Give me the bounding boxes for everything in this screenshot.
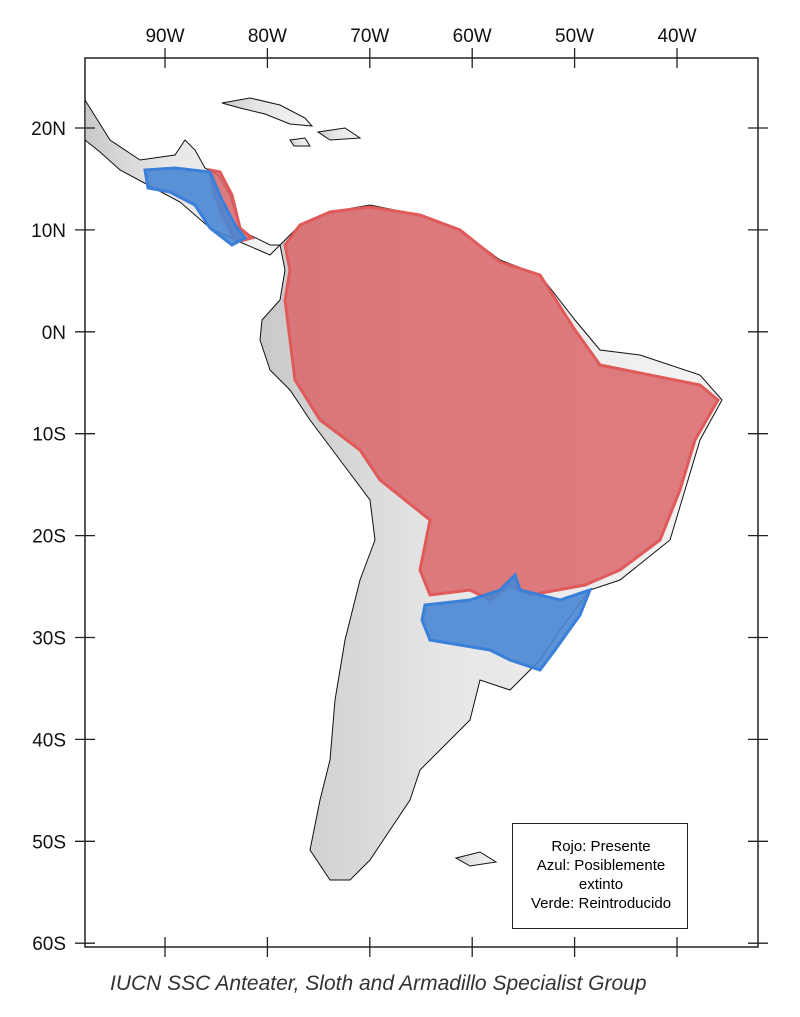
lon-label: 70W	[350, 26, 389, 47]
lat-label: 20N	[31, 119, 66, 140]
lon-label: 90W	[145, 26, 184, 47]
graticule-ticks	[75, 48, 768, 957]
lat-label: 0N	[42, 323, 66, 344]
lat-label: 50S	[32, 832, 66, 853]
legend: Rojo: Presente Azul: Posiblemente extinto…	[512, 823, 688, 929]
lat-label: 30S	[32, 629, 66, 650]
lat-label: 10N	[31, 221, 66, 242]
lat-label: 60S	[32, 934, 66, 955]
credit: IUCN SSC Anteater, Sloth and Armadillo S…	[110, 972, 647, 995]
lon-label: 40W	[657, 26, 696, 47]
legend-item: Rojo: Presente	[551, 838, 651, 855]
lat-label: 20S	[32, 527, 66, 548]
lat-label: 10S	[32, 425, 66, 446]
lon-label: 50W	[555, 26, 594, 47]
legend-item: Azul: Posiblemente extinto	[536, 857, 666, 893]
lon-label: 80W	[248, 26, 287, 47]
legend-item: Verde: Reintroducido	[530, 895, 672, 912]
lat-label: 40S	[32, 730, 66, 751]
lon-label: 60W	[453, 26, 492, 47]
range-possibly-extinct	[143, 166, 593, 672]
